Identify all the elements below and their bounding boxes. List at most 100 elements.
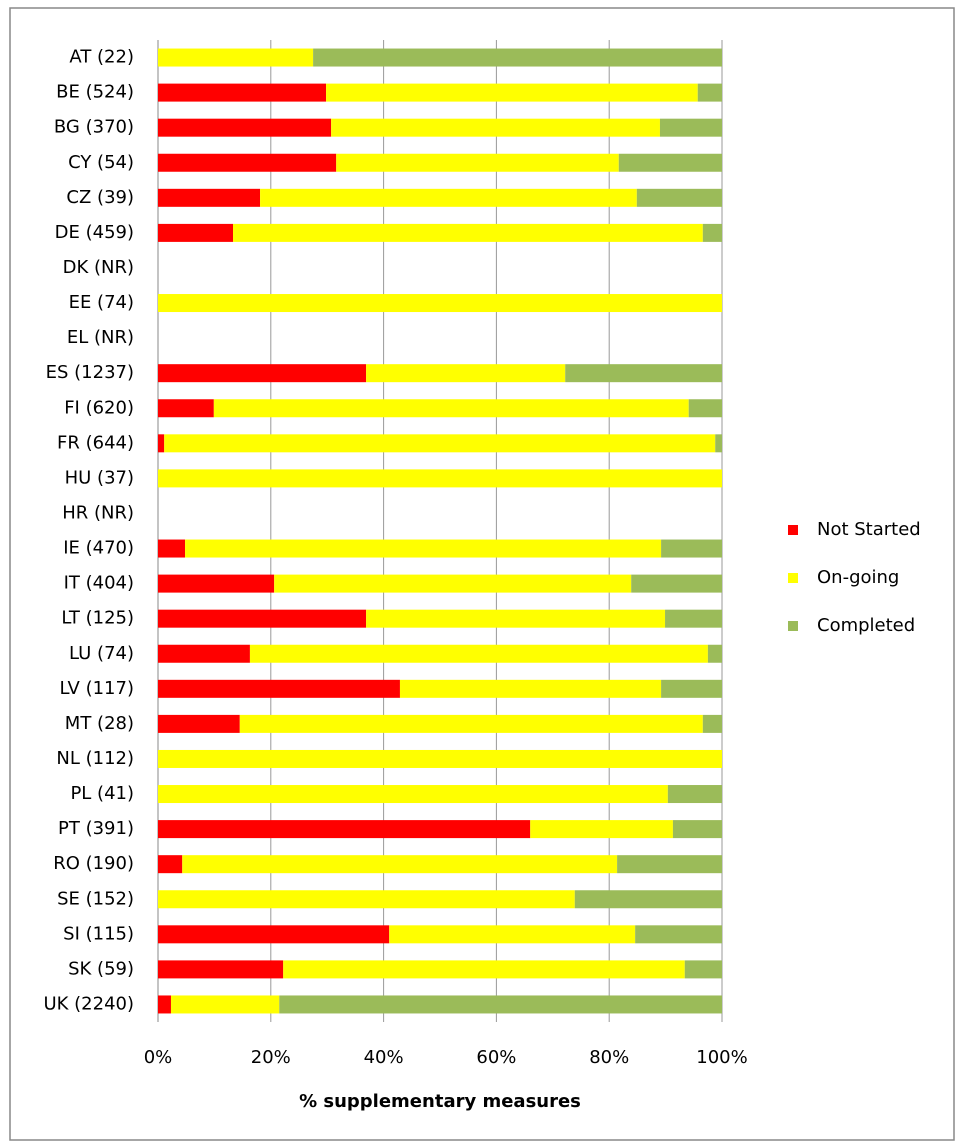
bar-segment (326, 83, 698, 102)
bar-segment (366, 364, 566, 383)
y-tick-label: LV (117) (60, 678, 135, 699)
bar-segment (636, 188, 722, 207)
bar-segment (158, 83, 327, 102)
y-tick-label: SE (152) (57, 888, 134, 909)
y-tick-label: UK (2240) (43, 993, 134, 1014)
bar-segment (715, 434, 722, 453)
bar-segment (158, 785, 668, 804)
bar-segment (158, 855, 183, 874)
y-tick-label: DK (NR) (63, 257, 134, 278)
y-tick-label: PT (391) (58, 818, 134, 839)
legend-label: Not Started (817, 519, 921, 540)
y-tick-label: EE (74) (69, 292, 134, 313)
bar-segment (158, 644, 250, 663)
bar-segment (684, 960, 722, 979)
bar-segment (702, 714, 722, 733)
y-tick-label: CZ (39) (66, 187, 134, 208)
x-tick-label: 80% (589, 1047, 629, 1068)
bar-segment (530, 820, 673, 839)
bar-segment (565, 364, 722, 383)
bar-segment (389, 925, 636, 944)
y-tick-label: DE (459) (55, 222, 134, 243)
y-tick-label: RO (190) (53, 853, 134, 874)
x-tick-label: 20% (251, 1047, 291, 1068)
bar-segment (185, 539, 662, 558)
bar-segment (667, 785, 722, 804)
y-tick-label: BG (370) (54, 117, 134, 138)
y-tick-label: LT (125) (61, 608, 134, 629)
y-tick-label: SK (59) (68, 958, 134, 979)
y-tick-label: CY (54) (68, 152, 134, 173)
y-tick-label: IT (404) (64, 573, 134, 594)
bar-segment (331, 118, 660, 137)
bar-segment (158, 609, 367, 628)
bar-segment (661, 539, 722, 558)
y-tick-label: NL (112) (56, 748, 134, 769)
legend-swatch (788, 573, 798, 583)
bar-segment (158, 749, 722, 768)
bar-segment (707, 644, 722, 663)
bar-segment (158, 434, 165, 453)
y-tick-label: FR (644) (57, 432, 134, 453)
bar-segment (158, 48, 314, 67)
legend-swatch (788, 621, 798, 631)
y-tick-label: MT (28) (65, 713, 134, 734)
y-tick-label: IE (470) (63, 538, 134, 559)
bar-segment (399, 679, 662, 698)
bar-segment (336, 153, 619, 172)
bar-segment (283, 960, 685, 979)
bar-segment (158, 188, 261, 207)
bar-segment (279, 995, 722, 1014)
y-tick-label: HU (37) (65, 467, 134, 488)
legend-swatch (788, 525, 798, 535)
bar-segment (158, 294, 722, 313)
bar-segment (702, 223, 722, 242)
y-tick-label: FI (620) (64, 397, 134, 418)
bar-segment (158, 714, 240, 733)
bar-segment (631, 574, 722, 593)
bar-segment (688, 399, 722, 418)
y-tick-label: AT (22) (69, 47, 134, 68)
y-tick-label: HR (NR) (62, 502, 134, 523)
bar-segment (182, 855, 618, 874)
bar-segment (158, 679, 400, 698)
bar-segment (239, 714, 703, 733)
x-tick-label: 100% (696, 1047, 747, 1068)
bar-segment (158, 399, 214, 418)
bar-segment (659, 118, 722, 137)
bar-segment (260, 188, 637, 207)
bar-segment (661, 679, 722, 698)
bar-segment (158, 995, 171, 1014)
y-tick-label: BE (524) (56, 82, 134, 103)
bar-segment (158, 364, 367, 383)
bar-segment (213, 399, 689, 418)
x-axis-title: % supplementary measures (299, 1091, 581, 1112)
legend-label: Completed (817, 615, 915, 636)
bar-segment (697, 83, 722, 102)
y-tick-label: PL (41) (70, 783, 134, 804)
bar-segment (158, 574, 275, 593)
bar-segment (574, 890, 722, 909)
y-tick-label: SI (115) (63, 923, 134, 944)
bar-segment (665, 609, 722, 628)
bar-segment (158, 925, 390, 944)
bar-segment (158, 469, 722, 488)
x-tick-label: 60% (476, 1047, 516, 1068)
bar-segment (618, 153, 722, 172)
bar-segment (313, 48, 722, 67)
bar-segment (158, 539, 186, 558)
legend-label: On-going (817, 567, 899, 588)
bar-segment (672, 820, 722, 839)
bar-segment (158, 890, 575, 909)
x-tick-label: 40% (364, 1047, 404, 1068)
y-tick-label: EL (NR) (67, 327, 134, 348)
bar-segment (158, 820, 531, 839)
y-tick-label: LU (74) (69, 643, 134, 664)
bar-segment (158, 118, 332, 137)
bar-segment (164, 434, 716, 453)
bar-segment (617, 855, 722, 874)
bar-segment (249, 644, 708, 663)
bar-segment (274, 574, 632, 593)
bar-segment (366, 609, 666, 628)
